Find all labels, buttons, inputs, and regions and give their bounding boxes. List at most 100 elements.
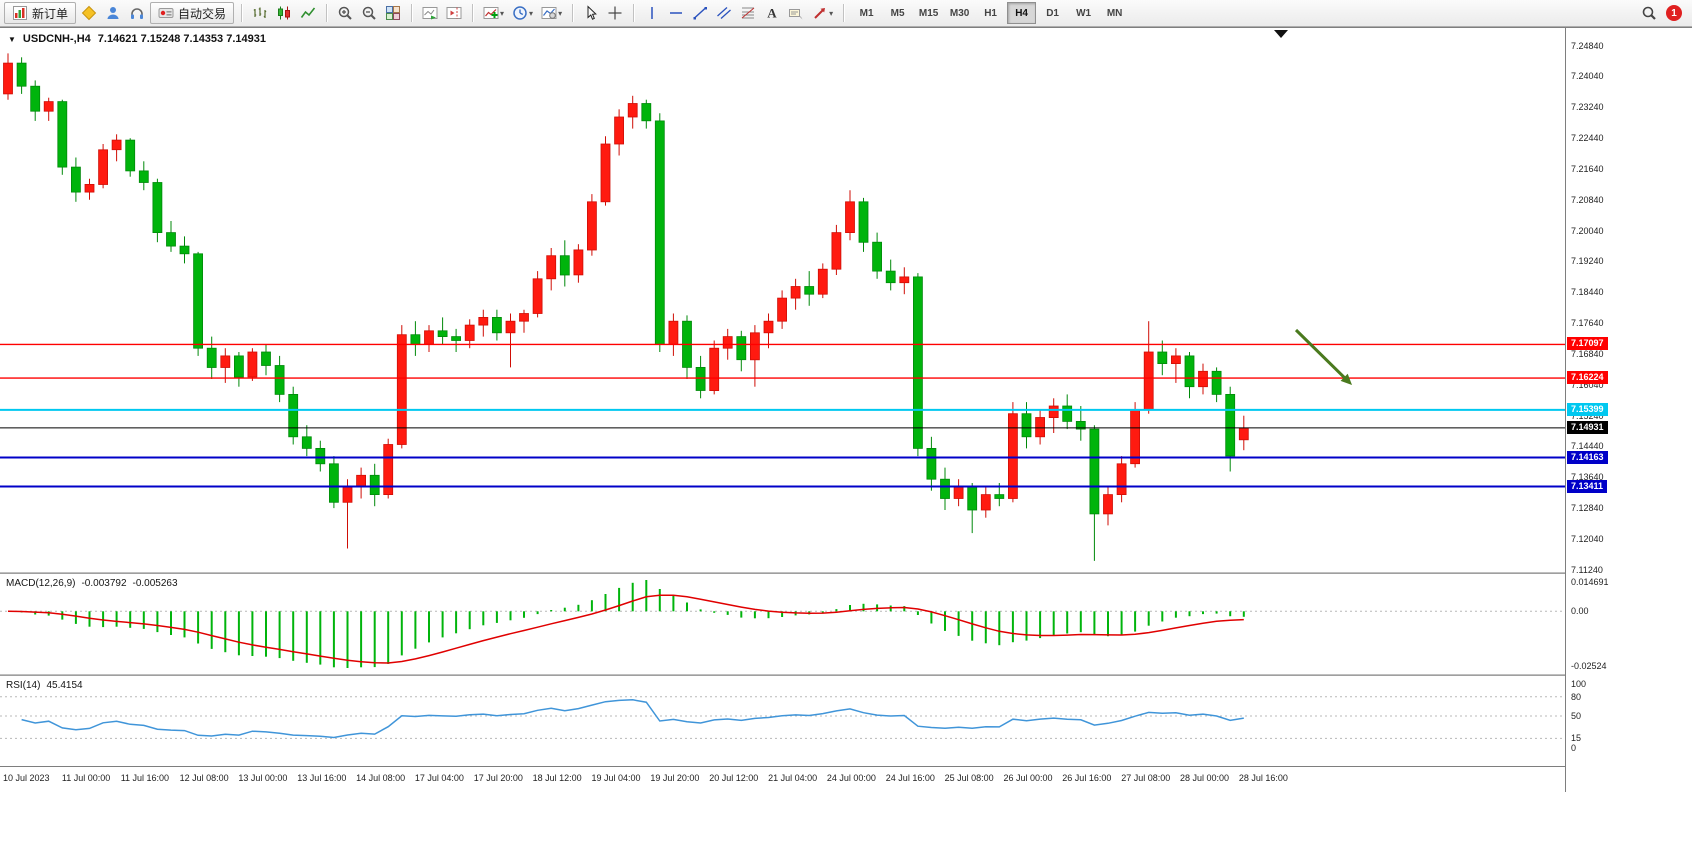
price-axis-label: 0.014691: [1571, 577, 1609, 587]
annotation-arrow[interactable]: [1340, 373, 1352, 385]
price-axis-label: 7.24040: [1571, 71, 1604, 82]
price-axis-label: 7.16840: [1571, 348, 1604, 359]
toolbar-separator: [843, 4, 845, 22]
chart-shift-icon: [446, 5, 462, 21]
price-axis-label: 7.22440: [1571, 133, 1604, 144]
arrows-button[interactable]: ▾: [809, 2, 836, 24]
price-axis[interactable]: 7.24840 7.24040 7.23240 7.22440 7.21640 7.208…: [1565, 28, 1692, 792]
candlestick-chart-icon: [276, 5, 292, 21]
horizontal-line-button[interactable]: [665, 2, 687, 24]
community-button[interactable]: [102, 2, 124, 24]
price-axis-label: 15: [1571, 733, 1582, 744]
text-button[interactable]: A: [761, 2, 783, 24]
time-axis-label: 11 Jul 00:00: [61, 773, 111, 783]
time-axis-label: 28 Jul 00:00: [1180, 773, 1230, 783]
rsi-canvas[interactable]: [0, 676, 1565, 766]
timeframe-group: M1 M5 M15 M30 H1 H4 D1 W1 MN: [851, 2, 1130, 24]
auto-scroll-button[interactable]: [419, 2, 441, 24]
bar-chart-button[interactable]: [249, 2, 271, 24]
time-axis-label: 17 Jul 20:00: [473, 773, 523, 783]
panel-divider[interactable]: [0, 674, 1692, 676]
time-axis-label: 21 Jul 04:00: [768, 773, 818, 783]
auto-scroll-icon: [422, 5, 438, 21]
macd-main-value: -0.003792: [81, 578, 127, 589]
new-order-button[interactable]: 新订单: [4, 2, 77, 24]
tile-windows-button[interactable]: [382, 2, 404, 24]
price-chart-canvas[interactable]: [0, 28, 1565, 572]
price-axis-label: 7.11240: [1571, 564, 1603, 575]
indicators-button[interactable]: ▾: [480, 2, 507, 24]
time-axis-label: 24 Jul 00:00: [826, 773, 876, 783]
fibonacci-button[interactable]: [737, 2, 759, 24]
crosshair-button[interactable]: [604, 2, 626, 24]
trendline-icon: [692, 5, 708, 21]
price-axis-label: -0.02524: [1571, 661, 1607, 671]
price-line-badge: 7.16224: [1567, 371, 1608, 385]
trendline-button[interactable]: [689, 2, 711, 24]
autotrading-icon: [158, 5, 174, 21]
autotrading-button[interactable]: 自动交易: [150, 2, 235, 24]
text-label-button[interactable]: [785, 2, 807, 24]
search-button[interactable]: [1638, 2, 1660, 24]
toolbar-separator: [633, 4, 635, 22]
toolbar-separator: [572, 4, 574, 22]
chart-frame-line: [0, 27, 1692, 28]
timeframe-button-w1[interactable]: W1: [1076, 7, 1092, 19]
rsi-header: RSI(14) 45.4154: [6, 680, 83, 691]
timeframe-button-d1[interactable]: D1: [1046, 7, 1059, 19]
template-icon: [541, 5, 557, 21]
time-axis-label: 20 Jul 12:00: [709, 773, 759, 783]
timeframe-button-mn[interactable]: MN: [1106, 7, 1123, 19]
candlestick-chart-button[interactable]: [273, 2, 295, 24]
cursor-button[interactable]: [580, 2, 602, 24]
channel-button[interactable]: [713, 2, 735, 24]
search-icon: [1641, 5, 1657, 21]
chevron-down-icon: ▾: [500, 8, 505, 18]
macd-title: MACD(12,26,9): [6, 578, 76, 589]
zoom-in-button[interactable]: [334, 2, 356, 24]
fibonacci-icon: [740, 5, 756, 21]
zoom-out-button[interactable]: [358, 2, 380, 24]
channel-icon: [716, 5, 732, 21]
line-chart-button[interactable]: [297, 2, 319, 24]
periods-button[interactable]: ▾: [509, 2, 536, 24]
templates-button[interactable]: ▾: [538, 2, 565, 24]
timeframe-button-m15[interactable]: M15: [918, 7, 939, 19]
time-axis-label: 13 Jul 16:00: [297, 773, 347, 783]
time-axis-label: 27 Jul 08:00: [1121, 773, 1171, 783]
new-order-label: 新订单: [32, 6, 69, 21]
timeframe-button-h4[interactable]: H4: [1007, 2, 1037, 24]
price-axis-label: 7.17640: [1571, 318, 1604, 328]
toolbar-separator: [326, 4, 328, 22]
time-axis-label: 12 Jul 08:00: [179, 773, 229, 783]
chart-shift-button[interactable]: [443, 2, 465, 24]
vertical-line-icon: [644, 5, 660, 21]
time-axis-label: 13 Jul 00:00: [238, 773, 288, 783]
time-axis-label: 24 Jul 16:00: [885, 773, 935, 783]
support-button[interactable]: [126, 2, 148, 24]
rsi-title: RSI(14): [6, 680, 41, 691]
price-axis-label: 7.20040: [1571, 225, 1604, 236]
timeframe-button-m30[interactable]: M30: [949, 7, 970, 19]
time-axis-label: 25 Jul 08:00: [944, 773, 994, 783]
time-axis[interactable]: 10 Jul 2023 11 Jul 00:00 11 Jul 16:00 12 Ju…: [0, 766, 1692, 792]
panel-divider[interactable]: [0, 572, 1692, 574]
macd-signal-value: -0.005263: [132, 578, 178, 589]
chevron-down-icon: ▾: [558, 8, 563, 18]
market-button[interactable]: [78, 2, 100, 24]
toolbar-separator: [472, 4, 474, 22]
notification-badge[interactable]: 1: [1666, 5, 1682, 21]
collapse-arrow-icon[interactable]: ▼: [8, 34, 16, 44]
timeframe-button-h1[interactable]: H1: [984, 7, 997, 19]
timeframe-button-m1[interactable]: M1: [859, 7, 874, 19]
toolbar-separator: [411, 4, 413, 22]
timeframe-button-m5[interactable]: M5: [890, 7, 905, 19]
headphones-icon: [129, 5, 145, 21]
price-line-badge: 7.15399: [1567, 402, 1608, 416]
vertical-line-button[interactable]: [641, 2, 663, 24]
macd-canvas[interactable]: [0, 574, 1565, 674]
time-axis-label: 11 Jul 16:00: [120, 773, 170, 783]
tile-windows-icon: [385, 5, 401, 21]
price-axis-label: 7.21640: [1571, 163, 1604, 174]
